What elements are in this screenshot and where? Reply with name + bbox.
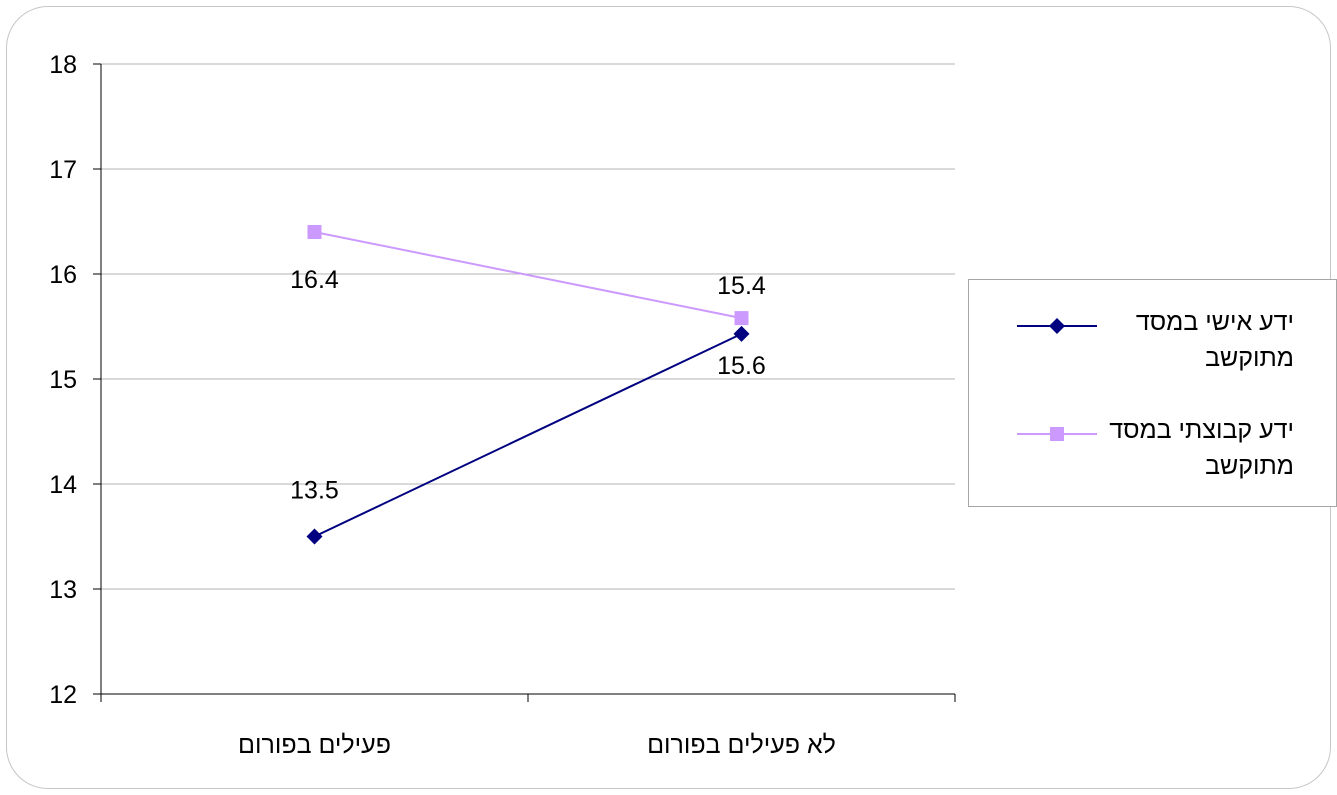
y-tick-label: 13: [49, 576, 77, 604]
data-label: 15.4: [717, 272, 766, 300]
data-label: 15.6: [717, 352, 766, 380]
legend-label-series-1: ידע אישי במסד מתוקשב: [1135, 308, 1294, 372]
y-tick-label: 16: [49, 261, 77, 289]
x-axis-category-labels: פעילים בפורום לא פעילים בפורום: [238, 731, 836, 759]
data-label: 13.5: [290, 477, 339, 505]
gridlines: [101, 63, 955, 590]
y-tick-label: 12: [49, 681, 77, 709]
data-labels: 13.5 15.6 16.4 15.4: [290, 266, 766, 505]
series-line-2: [314, 231, 742, 320]
data-point-diamond: [306, 528, 323, 545]
x-category-label: לא פעילים בפורום: [647, 731, 836, 759]
data-point-square: [734, 311, 749, 326]
y-tick-label: 17: [49, 156, 77, 184]
y-tick-label: 18: [49, 51, 77, 79]
y-tick-label: 14: [49, 471, 77, 499]
data-series: [306, 225, 750, 545]
data-label: 16.4: [290, 266, 339, 294]
axes: [93, 63, 956, 702]
y-axis-tick-labels: 12 13 14 15 16 17 18: [49, 51, 77, 709]
square-marker-icon: [1017, 427, 1097, 441]
data-point-square: [307, 225, 322, 239]
series-line-1: [314, 332, 742, 538]
data-point-diamond: [733, 325, 750, 342]
legend: ידע אישי במסד מתוקשב ידע קבוצתי במסד מתו…: [968, 279, 1337, 507]
legend-item-series-1: ידע אישי במסד מתוקשב: [969, 304, 1337, 384]
legend-label-series-2: ידע קבוצתי במסד מתוקשב: [1109, 416, 1294, 480]
legend-item-series-2: ידע קבוצתי במסד מתוקשב: [969, 412, 1337, 492]
y-tick-label: 15: [49, 366, 77, 394]
x-category-label: פעילים בפורום: [238, 731, 391, 759]
diamond-marker-icon: [1017, 318, 1097, 334]
